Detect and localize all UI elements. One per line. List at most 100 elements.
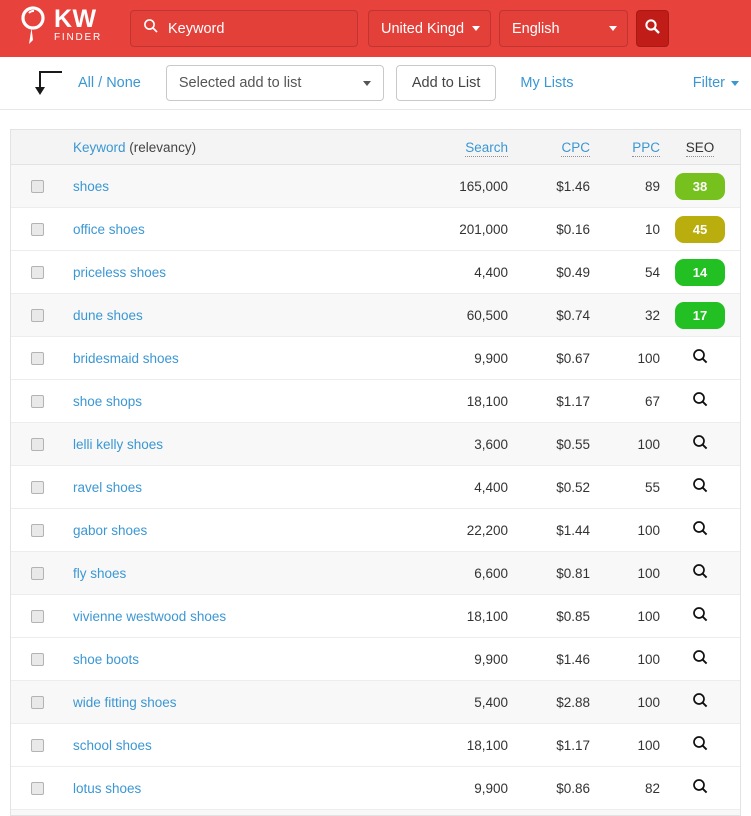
keyword-column-header: Keyword (relevancy) <box>73 139 197 155</box>
seo-analyze-icon[interactable] <box>692 348 709 365</box>
my-lists-link[interactable]: My Lists <box>520 75 574 91</box>
keyword-link[interactable]: school shoes <box>73 737 152 753</box>
cpc-value: $0.49 <box>556 264 590 280</box>
row-checkbox[interactable] <box>30 437 44 451</box>
keyword-link[interactable]: ravel shoes <box>73 479 143 495</box>
row-checkbox[interactable] <box>30 781 44 795</box>
cpc-value: $1.17 <box>556 393 590 409</box>
search-volume-value: 165,000 <box>459 178 508 194</box>
table-row: vivienne westwood shoes 18,100 $0.85 100 <box>11 595 740 638</box>
seo-analyze-icon[interactable] <box>692 692 709 709</box>
row-checkbox[interactable] <box>30 265 44 279</box>
keyword-link[interactable]: fly shoes <box>73 565 127 581</box>
country-select[interactable]: United Kingdom <box>368 10 491 47</box>
search-volume-value: 18,100 <box>466 608 508 624</box>
search-volume-value: 18,100 <box>466 393 508 409</box>
row-checkbox[interactable] <box>30 179 44 193</box>
table-row: bridesmaid shoes 9,900 $0.67 100 <box>11 337 740 380</box>
filter-toggle[interactable]: Filter <box>693 75 739 91</box>
keyword-sort-link[interactable]: Keyword <box>73 139 126 155</box>
seo-analyze-icon[interactable] <box>692 520 709 537</box>
table-row: shoe boots 9,900 $1.46 100 <box>11 638 740 681</box>
table-row: dune shoes 60,500 $0.74 32 17 <box>11 294 740 337</box>
ppc-value: 100 <box>637 350 660 366</box>
search-column-header: Search <box>398 139 508 157</box>
row-checkbox[interactable] <box>30 394 44 408</box>
cpc-value: $0.74 <box>556 307 590 323</box>
search-volume-value: 60,500 <box>466 307 508 323</box>
keyword-link[interactable]: bridesmaid shoes <box>73 350 179 366</box>
cpc-value: $0.67 <box>556 350 590 366</box>
table-row: wide fitting shoes 5,400 $2.88 100 <box>11 681 740 724</box>
seo-score-badge[interactable]: 14 <box>675 258 725 286</box>
keyword-link[interactable]: gabor shoes <box>73 522 148 538</box>
row-checkbox[interactable] <box>30 738 44 752</box>
keyword-link[interactable]: shoes <box>73 178 110 194</box>
search-icon <box>143 18 159 39</box>
partial-next-row <box>11 810 740 815</box>
cpc-value: $0.81 <box>556 565 590 581</box>
seo-score-badge[interactable]: 45 <box>675 215 725 243</box>
add-to-list-select[interactable]: Selected add to list <box>165 65 384 101</box>
search-volume-value: 4,400 <box>474 264 508 280</box>
list-toolbar: All / None Selected add to list Add to L… <box>0 57 751 110</box>
cpc-sort-link[interactable]: CPC <box>561 139 590 157</box>
seo-score-badge[interactable]: 17 <box>675 301 725 329</box>
row-checkbox[interactable] <box>30 523 44 537</box>
ppc-sort-link[interactable]: PPC <box>632 139 660 157</box>
keyword-link[interactable]: priceless shoes <box>73 264 167 280</box>
cpc-value: $0.85 <box>556 608 590 624</box>
keyword-link[interactable]: office shoes <box>73 221 145 237</box>
row-checkbox[interactable] <box>30 480 44 494</box>
seo-analyze-icon[interactable] <box>692 563 709 580</box>
row-checkbox[interactable] <box>30 351 44 365</box>
row-checkbox[interactable] <box>30 609 44 623</box>
language-select[interactable]: English <box>499 10 628 47</box>
add-to-list-button[interactable]: Add to List <box>395 65 497 101</box>
seo-analyze-icon[interactable] <box>692 391 709 408</box>
ppc-value: 100 <box>637 694 660 710</box>
row-checkbox[interactable] <box>30 566 44 580</box>
seo-analyze-icon[interactable] <box>692 434 709 451</box>
select-all-none-link[interactable]: All / None <box>78 75 141 91</box>
search-volume-value: 18,100 <box>466 737 508 753</box>
row-checkbox[interactable] <box>30 222 44 236</box>
kwfinder-logo[interactable]: KW FINDER <box>16 2 102 55</box>
search-sort-link[interactable]: Search <box>465 139 508 157</box>
search-button[interactable] <box>636 10 669 47</box>
chevron-down-icon <box>731 80 739 86</box>
seo-sort-link[interactable]: SEO <box>685 139 715 157</box>
keyword-input[interactable] <box>168 20 338 37</box>
seo-score-badge[interactable]: 38 <box>675 172 725 200</box>
keyword-link[interactable]: vivienne westwood shoes <box>73 608 227 624</box>
keyword-link[interactable]: shoe boots <box>73 651 140 667</box>
cpc-column-header: CPC <box>508 139 590 157</box>
keyword-link[interactable]: shoe shops <box>73 393 143 409</box>
ppc-value: 67 <box>644 393 660 409</box>
seo-analyze-icon[interactable] <box>692 778 709 795</box>
keyword-link[interactable]: dune shoes <box>73 307 143 323</box>
search-volume-value: 9,900 <box>474 780 508 796</box>
cpc-value: $1.46 <box>556 178 590 194</box>
search-volume-value: 22,200 <box>466 522 508 538</box>
table-row: gabor shoes 22,200 $1.44 100 <box>11 509 740 552</box>
keyword-link[interactable]: lelli kelly shoes <box>73 436 164 452</box>
seo-analyze-icon[interactable] <box>692 735 709 752</box>
filter-label: Filter <box>692 75 725 91</box>
keyword-search-box <box>130 10 358 47</box>
select-all-arrow-icon[interactable] <box>30 66 64 101</box>
ppc-value: 100 <box>637 651 660 667</box>
keyword-link[interactable]: lotus shoes <box>73 780 142 796</box>
keyword-link[interactable]: wide fitting shoes <box>73 694 177 710</box>
seo-analyze-icon[interactable] <box>692 606 709 623</box>
search-volume-value: 6,600 <box>474 565 508 581</box>
app-header: KW FINDER United Kingdom English <box>0 0 751 57</box>
row-checkbox[interactable] <box>30 652 44 666</box>
table-row: lotus shoes 9,900 $0.86 82 <box>11 767 740 810</box>
seo-analyze-icon[interactable] <box>692 477 709 494</box>
table-row: fly shoes 6,600 $0.81 100 <box>11 552 740 595</box>
row-checkbox[interactable] <box>30 695 44 709</box>
seo-analyze-icon[interactable] <box>692 649 709 666</box>
cpc-value: $0.55 <box>556 436 590 452</box>
row-checkbox[interactable] <box>30 308 44 322</box>
